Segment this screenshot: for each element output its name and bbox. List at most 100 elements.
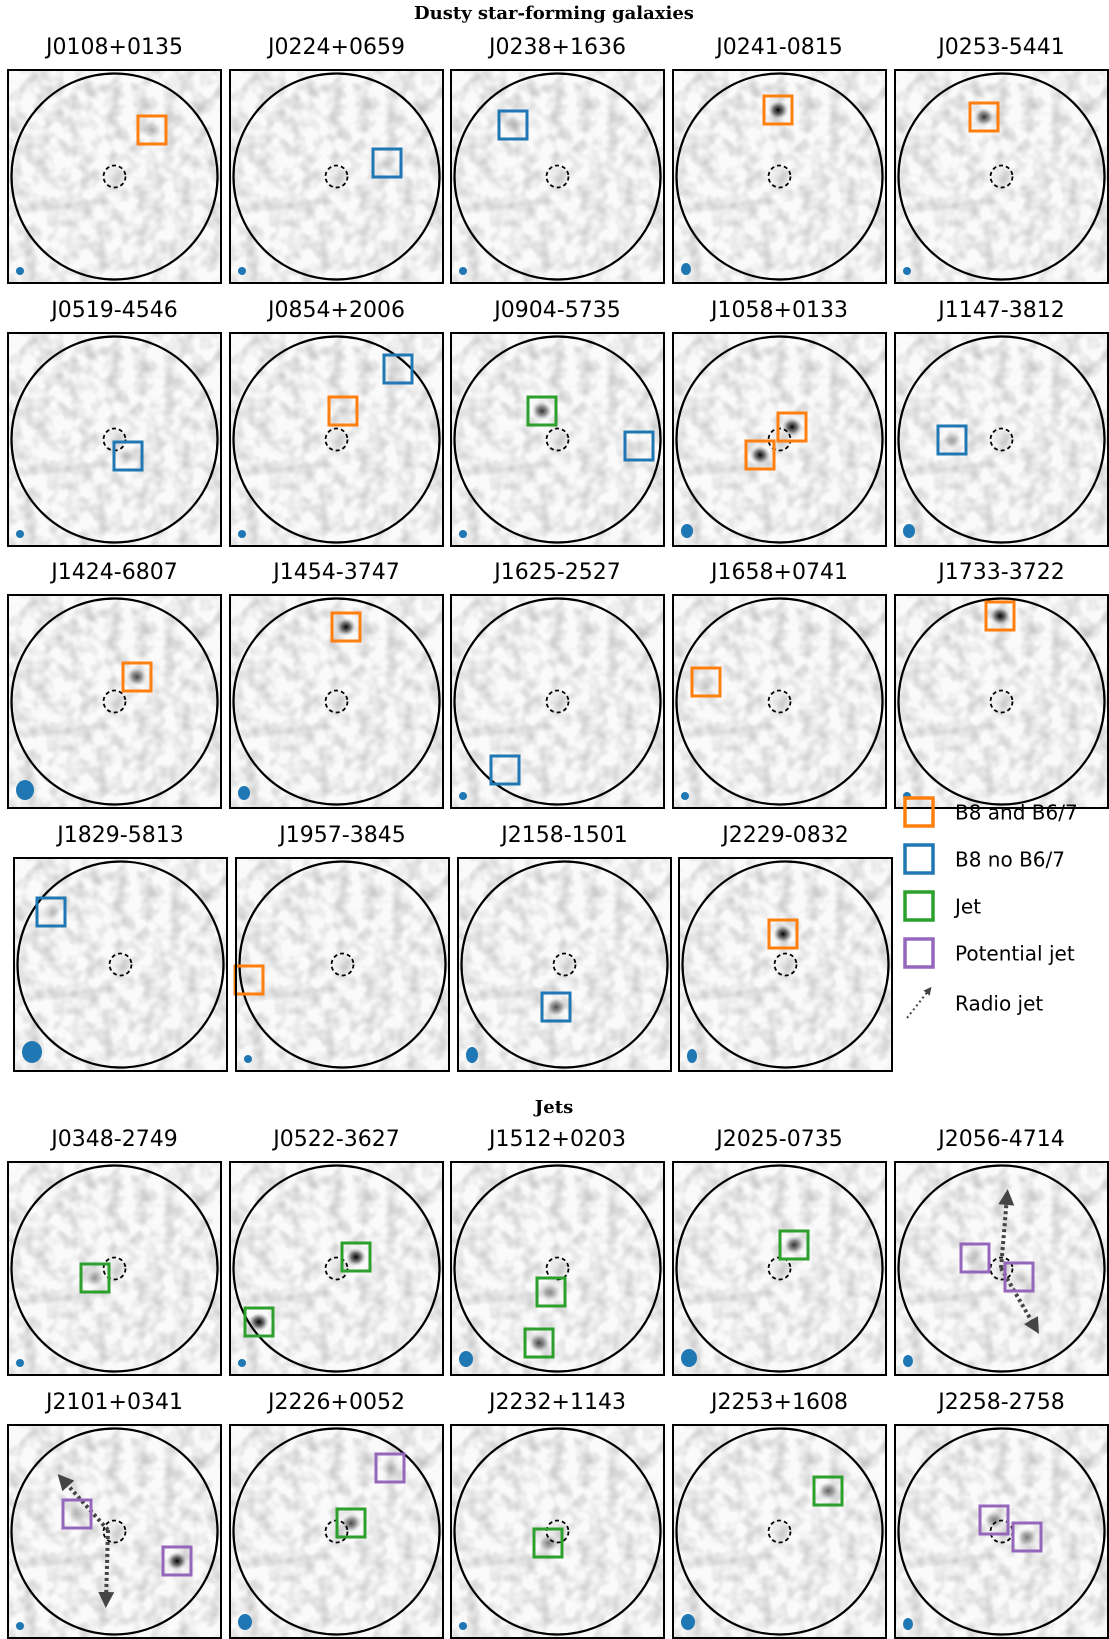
beam	[244, 1055, 252, 1063]
noise	[673, 1425, 886, 1638]
panel-title: J0522-3627	[271, 1127, 399, 1152]
beam	[238, 267, 246, 275]
source-blob	[768, 101, 788, 119]
beam	[466, 1047, 478, 1063]
source-blob	[942, 431, 962, 449]
noise	[8, 333, 221, 546]
page: {"sections": [ {"title": "Dusty star-for…	[0, 0, 1109, 1639]
beam	[459, 1622, 467, 1630]
beam	[459, 267, 467, 275]
panel: J0854+2006	[230, 298, 443, 546]
legend-label: Jet	[953, 895, 981, 919]
source-blob	[85, 1269, 105, 1287]
panel-title: J1658+0741	[709, 560, 848, 585]
beam	[238, 786, 250, 800]
panel: J1512+0203	[451, 1127, 664, 1375]
beam	[22, 1041, 42, 1063]
panel-title: J0108+0135	[44, 35, 183, 60]
noise	[451, 595, 664, 808]
panel-title: J1454-3747	[271, 560, 399, 585]
legend-label: B8 and B6/7	[955, 801, 1078, 825]
panel-title: J0854+2006	[266, 298, 405, 323]
panel-title: J0904-5735	[492, 298, 620, 323]
noise	[451, 333, 664, 546]
panel: J0224+0659	[230, 35, 443, 283]
source-blob	[127, 668, 147, 686]
legend-swatch	[905, 892, 933, 920]
panel-title: J0241-0815	[714, 35, 842, 60]
legend-swatch	[905, 939, 933, 967]
panel: J2025-0735	[673, 1127, 886, 1375]
panel-title: J0519-4546	[49, 298, 177, 323]
panel: J1058+0133	[673, 298, 886, 546]
noise	[451, 1425, 664, 1638]
source-blob	[784, 1236, 804, 1254]
noise	[673, 1162, 886, 1375]
panel: J0519-4546	[8, 298, 221, 546]
source-blob	[167, 1552, 187, 1570]
source-blob	[629, 437, 649, 455]
noise	[451, 70, 664, 283]
noise	[8, 595, 221, 808]
beam	[16, 1359, 24, 1367]
panel-title: J2226+0052	[266, 1390, 405, 1415]
panel: J0348-2749	[8, 1127, 221, 1375]
source-blob	[503, 116, 523, 134]
source-blob	[118, 447, 138, 465]
panel: J1454-3747	[230, 560, 443, 808]
panel: J1424-6807	[8, 560, 221, 808]
panel-title: J0238+1636	[487, 35, 626, 60]
beam	[903, 1618, 913, 1630]
beam	[681, 1349, 697, 1367]
panel: J0253-5441	[895, 35, 1108, 283]
noise	[679, 858, 892, 1071]
panel: J1733-3722	[895, 560, 1108, 808]
source-blob	[974, 108, 994, 126]
legend-arrow	[907, 990, 929, 1018]
panel-title: J1058+0133	[709, 298, 848, 323]
noise	[230, 70, 443, 283]
noise	[8, 70, 221, 283]
source-blob	[41, 903, 61, 921]
legend: B8 and B6/7B8 no B6/7JetPotential jetRad…	[905, 798, 1078, 1018]
panel-title: J1512+0203	[487, 1127, 626, 1152]
figure: Dusty star-forming galaxies Jets J0108+0…	[0, 0, 1109, 1639]
beam	[459, 1351, 473, 1367]
panel-title: J0224+0659	[266, 35, 405, 60]
beam	[238, 1614, 252, 1630]
legend-label: Potential jet	[955, 942, 1075, 966]
source-blob	[773, 925, 793, 943]
noise	[458, 858, 671, 1071]
panel-title: J1733-3722	[936, 560, 1064, 585]
noise	[451, 1162, 664, 1375]
source-blob	[333, 402, 353, 420]
panel-title: J1957-3845	[277, 823, 405, 848]
panel-title: J1147-3812	[936, 298, 1064, 323]
source-blob	[346, 1248, 366, 1266]
source-blob	[782, 418, 802, 436]
noise	[895, 333, 1108, 546]
source-blob	[1017, 1528, 1037, 1546]
panel-title: J2025-0735	[714, 1127, 842, 1152]
source-blob	[67, 1505, 87, 1523]
panel: J1658+0741	[673, 560, 886, 808]
section-title: Dusty star-forming galaxies	[414, 3, 694, 24]
beam	[459, 792, 467, 800]
panel: J0238+1636	[451, 35, 664, 283]
panel: J2056-4714	[895, 1127, 1108, 1375]
noise	[8, 1162, 221, 1375]
panel-title: J2056-4714	[936, 1127, 1064, 1152]
panel-title: J1829-5813	[55, 823, 183, 848]
noise	[895, 1425, 1108, 1638]
panel-title: J0348-2749	[49, 1127, 177, 1152]
panel: J0241-0815	[673, 35, 886, 283]
source-blob	[750, 446, 770, 464]
panel: J0522-3627	[230, 1127, 443, 1375]
panel: J2253+1608	[673, 1390, 886, 1638]
panel-title: J2229-0832	[720, 823, 848, 848]
source-blob	[965, 1249, 985, 1267]
beam	[687, 1049, 697, 1063]
beam	[459, 530, 467, 538]
panel: J1829-5813	[14, 823, 227, 1071]
panel: J1957-3845	[235, 823, 449, 1071]
